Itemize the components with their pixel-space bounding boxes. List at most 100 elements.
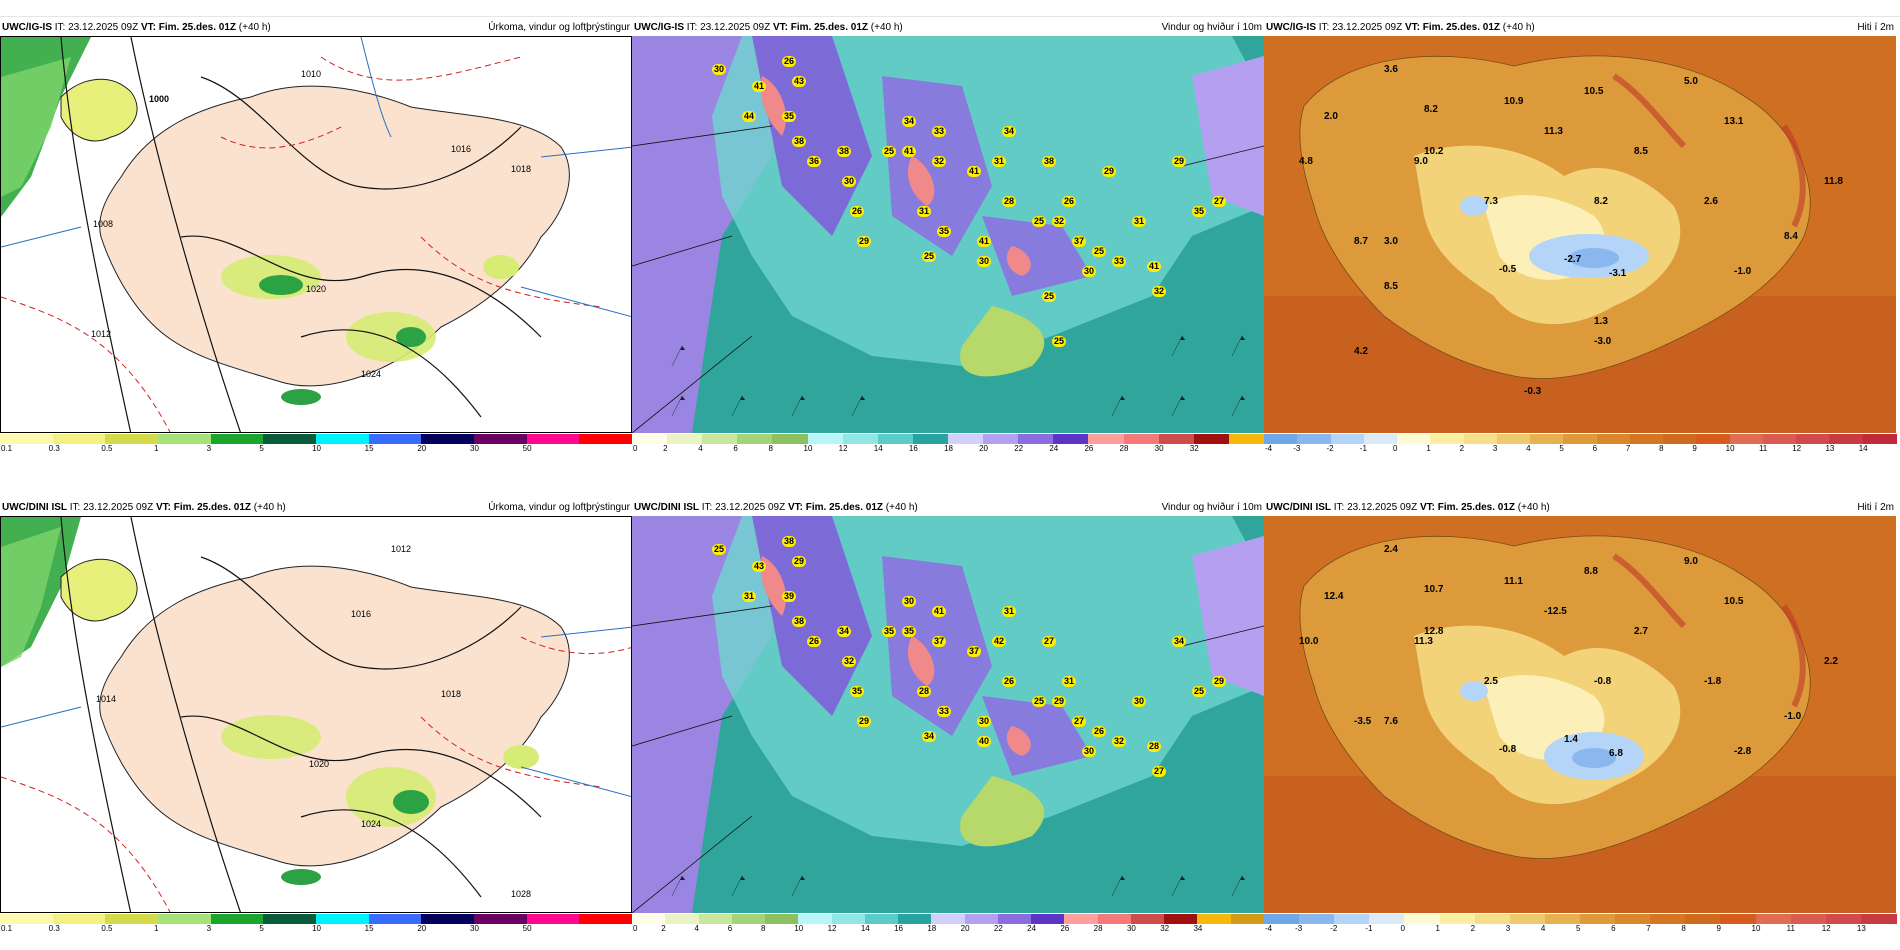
- isobar-label: 1020: [306, 284, 326, 294]
- temperature-label: 2.0: [1324, 111, 1338, 122]
- legend-label: 32: [1189, 444, 1199, 453]
- legend-swatch: [1228, 434, 1265, 444]
- temperature-label: 5.0: [1684, 76, 1698, 87]
- wind-gust-label: 32: [1112, 736, 1127, 747]
- legend-swatch: [105, 914, 159, 924]
- wind-gust-label: 31: [1002, 606, 1017, 617]
- precip-colorbar: 0.1 0.3 0.5 1 3 5 10 15 20 30 50: [0, 434, 633, 454]
- legend-swatch: [0, 914, 53, 924]
- temperature-label: 8.5: [1384, 281, 1398, 292]
- panel-title: Úrkoma, vindur og loftþrýstingur: [488, 502, 630, 513]
- wind-gust-label: 30: [1082, 266, 1097, 277]
- legend-label: 8: [761, 924, 766, 933]
- legend-label: 10: [1751, 924, 1761, 933]
- legend-label: 6: [733, 444, 738, 453]
- legend-label: 3: [206, 444, 212, 453]
- temperature-label: -3.0: [1594, 336, 1612, 347]
- temperature-label: 11.1: [1504, 576, 1523, 587]
- legend-label: 3: [1505, 924, 1511, 933]
- temperature-label: 1.4: [1564, 734, 1578, 745]
- wind-gust-label: 41: [752, 81, 767, 92]
- legend-label: 5: [259, 444, 264, 453]
- wind-gust-label: 34: [922, 731, 937, 742]
- temperature-label: 3.6: [1384, 64, 1398, 75]
- panel-precip-row2: UWC/DINI ISL IT: 23.12.2025 09Z VT: Fim.…: [0, 480, 633, 935]
- legend-label: 0.3: [48, 924, 60, 933]
- wind-gust-label: 25: [882, 146, 897, 157]
- legend-swatch: [731, 914, 766, 924]
- isobar-label: 1012: [91, 329, 111, 339]
- legend-label: 0: [633, 924, 638, 933]
- legend-swatch: [964, 914, 999, 924]
- temperature-label: 4.8: [1299, 156, 1313, 167]
- legend-label: 0: [633, 444, 638, 453]
- wind-gust-label: 39: [782, 591, 797, 602]
- legend-label: -3: [1293, 444, 1301, 453]
- temperature-label: 9.0: [1684, 556, 1698, 567]
- legend-swatch: [1397, 434, 1432, 444]
- legend-label: 34: [1193, 924, 1203, 933]
- legend-label: 20: [979, 444, 989, 453]
- wind-gust-label: 40: [977, 736, 992, 747]
- init-label: IT:: [1333, 502, 1345, 513]
- legend-swatch: [210, 914, 264, 924]
- legend-swatch: [983, 434, 1020, 444]
- wind-gust-label: 42: [992, 636, 1007, 647]
- legend-swatch: [1064, 914, 1099, 924]
- legend-swatch: [1334, 914, 1371, 924]
- wind-gust-label: 34: [1172, 636, 1187, 647]
- legend-swatch: [1130, 914, 1165, 924]
- wind-gust-label: 33: [1112, 256, 1127, 267]
- legend-label: 10: [803, 444, 813, 453]
- wind-gust-label: 27: [1212, 196, 1227, 207]
- wind-colorbar: 0 2 4 6 8 10 12 14 16 18 20 22 24 26 28 30 32 34: [632, 914, 1265, 934]
- temperature-label: 8.2: [1424, 104, 1438, 115]
- temperature-label: -1.8: [1704, 676, 1722, 687]
- init-label: IT:: [69, 502, 81, 513]
- legend-label: 7: [1646, 924, 1651, 933]
- valid-time: VT: Fim. 25.des. 01Z: [787, 502, 884, 513]
- legend-label: 5: [259, 924, 264, 933]
- legend-swatch: [158, 434, 211, 444]
- legend-label: 0.5: [101, 924, 113, 933]
- legend-label: 8: [1681, 924, 1686, 933]
- isobar-label: 1020: [309, 759, 329, 769]
- wind-gust-label: 30: [712, 64, 727, 75]
- temperature-label: 12.4: [1324, 591, 1344, 602]
- wind-gust-label: 27: [1152, 766, 1167, 777]
- wind-gust-label: 30: [1082, 746, 1097, 757]
- legend-swatch: [368, 914, 422, 924]
- legend-label: 1: [1435, 924, 1440, 933]
- legend-swatch: [421, 434, 475, 444]
- temp-colorbar: -4 -3 -2 -1 0 1 2 3 4 5 6 7 8 9 10 11 12 13 14: [1264, 434, 1897, 454]
- legend-label: 10: [312, 924, 321, 933]
- legend-label: 22: [1014, 444, 1024, 453]
- legend-label: 6: [1611, 924, 1616, 933]
- legend-label: 12: [838, 444, 848, 453]
- wind-gust-label: 32: [1152, 286, 1167, 297]
- legend-swatch: [912, 434, 949, 444]
- legend-swatch: [997, 914, 1032, 924]
- wind-gust-label: 38: [792, 136, 807, 147]
- temperature-label: 10.5: [1724, 596, 1744, 607]
- legend-label: 50: [522, 924, 532, 933]
- legend-label: 1: [154, 924, 159, 933]
- model-source: UWC/DINI ISL: [1266, 502, 1331, 513]
- valid-time: VT: Fim. 25.des. 01Z: [772, 22, 869, 33]
- temperature-label: 10.7: [1424, 584, 1444, 595]
- legend-swatch: [52, 914, 106, 924]
- legend-label: -1: [1359, 444, 1367, 453]
- legend-swatch: [1829, 434, 1864, 444]
- wind-gust-label: 29: [1172, 156, 1187, 167]
- legend-swatch: [1862, 434, 1897, 444]
- model-source: UWC/DINI ISL: [2, 502, 67, 513]
- wind-gust-label: 33: [937, 706, 952, 717]
- panel-temp-row1: UWC/IG-IS IT: 23.12.2025 09Z VT: Fim. 25…: [1264, 0, 1897, 455]
- legend-label: 9: [1692, 444, 1697, 453]
- legend-swatch: [1463, 434, 1498, 444]
- legend-label: 30: [470, 924, 479, 933]
- legend-label: 4: [1526, 444, 1531, 453]
- temperature-label: 11.8: [1824, 176, 1843, 187]
- temperature-label: 8.2: [1594, 196, 1608, 207]
- isobar-label: 1010: [301, 69, 321, 79]
